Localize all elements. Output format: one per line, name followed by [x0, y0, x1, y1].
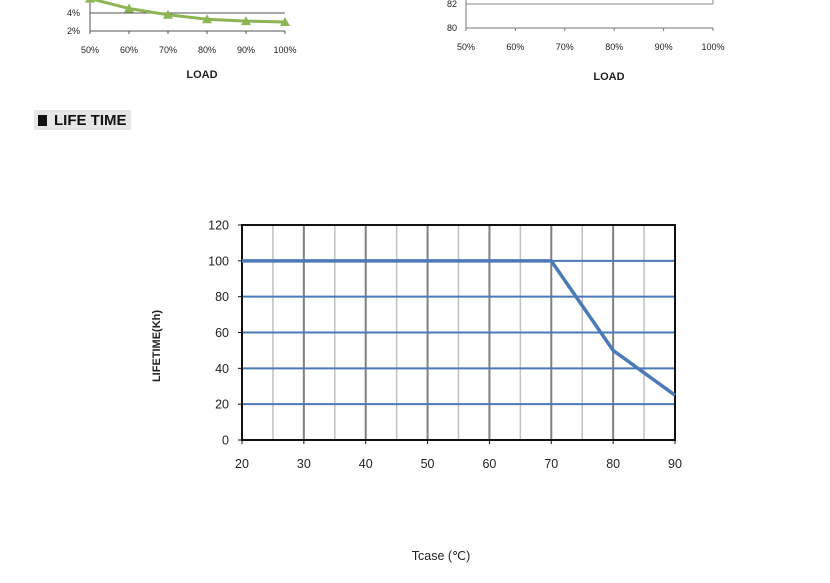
c3-x-tick-label: 90: [668, 457, 682, 471]
chart-3-lifetime: 120 100 80 60 40 20 0 20 30 40 50 60 70 80 90 LIFETIM…: [151, 219, 682, 564]
c1-x-tick-label: 70%: [159, 45, 177, 55]
section-heading-label: LIFE TIME: [54, 111, 127, 129]
c2-x-tick-label: 50%: [457, 42, 475, 52]
c3-x-axis-title: Tcase (℃): [412, 549, 471, 563]
c1-data-point: [163, 9, 173, 19]
c2-y-tick-label: 80: [447, 23, 457, 33]
c1-series-line: [89, 0, 286, 24]
c3-x-tick-label: 50: [421, 457, 435, 471]
c1-data-point: [241, 16, 251, 26]
c1-x-tick-label: 90%: [237, 45, 255, 55]
c3-x-tick-label: 80: [606, 457, 620, 471]
c1-y-tick-label: 4%: [67, 8, 80, 18]
c1-x-tick-label: 100%: [273, 45, 296, 55]
chart-2: 82 80 50% 60% 70% 80% 90% 100% LOAD: [447, 0, 725, 83]
c3-x-tick-label: 70: [544, 457, 558, 471]
c1-x-tick-label: 60%: [120, 45, 138, 55]
c1-data-point: [280, 17, 290, 26]
section-heading-lifetime: LIFE TIME: [34, 110, 131, 130]
c3-y-tick-label: 20: [215, 398, 229, 412]
c1-x-tick-label: 50%: [81, 45, 99, 55]
c3-y-axis-title: LIFETIME(Kh): [151, 310, 163, 382]
c3-y-tick-label: 100: [208, 254, 229, 268]
c1-data-point: [202, 14, 212, 24]
c3-lifetime-line: [242, 259, 677, 397]
c1-data-point: [124, 3, 134, 13]
c1-x-tick-label: 80%: [198, 45, 216, 55]
c2-x-tick-label: 60%: [506, 42, 524, 52]
c2-x-tick-label: 100%: [701, 42, 724, 52]
c3-x-tick-label: 20: [235, 457, 249, 471]
c1-data-point: [85, 0, 95, 3]
c2-y-tick-label: 82: [447, 0, 457, 9]
c3-x-tick-label: 40: [359, 457, 373, 471]
c3-y-tick-label: 60: [215, 326, 229, 340]
c3-x-tick-label: 30: [297, 457, 311, 471]
c2-x-tick-label: 80%: [605, 42, 623, 52]
c2-x-axis-title: LOAD: [593, 71, 624, 83]
c2-x-tick-label: 90%: [655, 42, 673, 52]
c3-y-tick-label: 80: [215, 290, 229, 304]
c3-y-tick-label: 120: [208, 219, 229, 233]
chart-1: 4% 2% 50% 60% 70% 80% 90% 100% LOAD: [67, 0, 297, 81]
c3-x-tick-label: 60: [482, 457, 496, 471]
c2-x-tick-label: 70%: [556, 42, 574, 52]
square-bullet-icon: [38, 114, 47, 126]
c3-y-tick-label: 0: [222, 434, 229, 448]
c1-x-axis-title: LOAD: [186, 69, 217, 81]
c1-y-tick-label: 2%: [67, 26, 80, 36]
c3-y-tick-label: 40: [215, 362, 229, 376]
